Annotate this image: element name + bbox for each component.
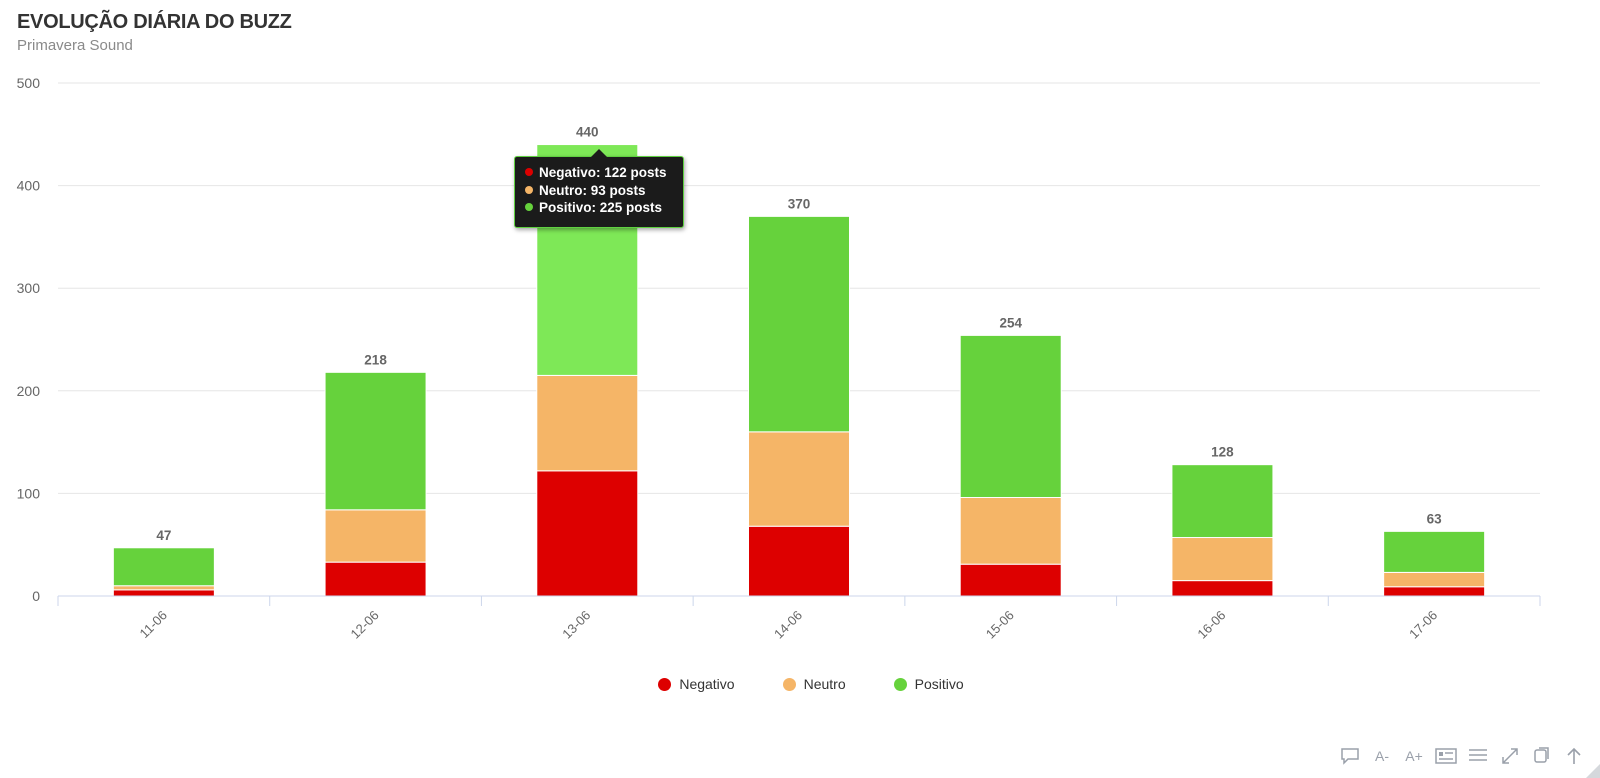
legend-item-negativo[interactable]: Negativo [636, 676, 735, 692]
total-data-label: 128 [1211, 445, 1234, 460]
tooltip-dot-icon [525, 168, 533, 176]
legend-item-positivo[interactable]: Positivo [872, 676, 964, 692]
tooltip-text: Positivo: 225 posts [539, 200, 663, 215]
legend-label: Negativo [679, 676, 735, 692]
bar-segment-positivo [1171, 464, 1274, 539]
bar-segment-neutro [748, 431, 850, 527]
chart-legend: Negativo Neutro Positivo [0, 676, 1600, 692]
tooltip-text: Neutro: 93 posts [539, 182, 646, 198]
y-tick-label: 300 [17, 280, 41, 296]
total-data-label: 254 [999, 315, 1022, 330]
bar-segment-negativo [959, 563, 1062, 597]
bar-segment-neutro [1383, 571, 1486, 588]
tooltip-text: Negativo: 122 posts [539, 165, 667, 180]
total-data-label: 440 [576, 125, 599, 140]
resize-corner[interactable] [1586, 764, 1600, 778]
legend-label: Neutro [803, 676, 846, 692]
y-tick-label: 400 [17, 178, 41, 194]
total-data-label: 370 [788, 196, 811, 211]
bar-segment-negativo [1383, 586, 1486, 597]
font-decrease-button[interactable]: A- [1370, 745, 1394, 767]
tooltip-dot-icon [525, 203, 533, 211]
legend-item-neutro[interactable]: Neutro [761, 676, 846, 692]
card-button[interactable] [1434, 745, 1458, 767]
total-data-label: 63 [1427, 511, 1443, 526]
x-tick-label: 15-06 [983, 608, 1017, 642]
chart-tooltip: Negativo: 122 posts Neutro: 93 posts Pos… [514, 149, 684, 228]
bar-segment-positivo [324, 371, 427, 511]
bar-segment-positivo [1383, 530, 1486, 573]
legend-dot-icon [782, 677, 796, 691]
legend-label: Positivo [914, 676, 964, 692]
bar-segment-negativo [748, 525, 850, 597]
font-increase-button[interactable]: A+ [1402, 745, 1426, 767]
y-tick-label: 0 [32, 588, 40, 604]
bar-segment-neutro [536, 374, 639, 472]
x-tick-label: 17-06 [1406, 608, 1440, 642]
x-tick-label: 13-06 [559, 608, 593, 642]
expand-icon [1502, 748, 1518, 764]
tooltip-row-neutro: Neutro: 93 posts [525, 182, 683, 200]
bar-segment-positivo [112, 547, 215, 587]
x-tick-label: 11-06 [137, 608, 170, 641]
comment-icon [1341, 748, 1359, 765]
legend-dot-icon [658, 677, 672, 691]
copy-icon [1534, 747, 1549, 763]
copy-button[interactable] [1530, 745, 1554, 767]
bar-segment-positivo [959, 334, 1062, 499]
data-labels: 47 218 440 370 254 128 63 [156, 125, 1442, 543]
x-tick-label: 12-06 [348, 608, 382, 642]
chart-subtitle: Primavera Sound [17, 37, 133, 54]
bar-segment-negativo [1171, 580, 1274, 597]
chart-title: EVOLUÇÃO DIÁRIA DO BUZZ [17, 11, 292, 33]
bar-segment-positivo [748, 215, 850, 433]
font-decrease-icon: A- [1375, 748, 1389, 764]
y-tick-label: 100 [17, 485, 41, 501]
chart-toolbar: A- A+ [1338, 745, 1586, 767]
tooltip-arrow [591, 149, 607, 157]
legend-dot-icon [893, 677, 907, 691]
tooltip-row-negativo: Negativo: 122 posts [525, 164, 683, 182]
y-tick-label: 500 [17, 75, 41, 91]
bar-segment-negativo [536, 470, 639, 597]
card-icon [1435, 748, 1457, 764]
comment-button[interactable] [1338, 745, 1362, 767]
bars [112, 144, 1486, 597]
x-tick-label: 14-06 [771, 608, 805, 642]
font-increase-icon: A+ [1405, 748, 1423, 764]
bar-segment-neutro [324, 509, 427, 563]
total-data-label: 218 [364, 352, 387, 367]
y-tick-label: 200 [17, 383, 41, 399]
tooltip-dot-icon [525, 185, 533, 194]
expand-button[interactable] [1498, 745, 1522, 767]
bar-segment-neutro [112, 585, 215, 591]
bar-segment-negativo [112, 589, 215, 597]
bar-segment-negativo [324, 561, 427, 597]
x-tick-label: 16-06 [1194, 608, 1228, 642]
list-icon [1469, 749, 1487, 761]
scroll-top-button[interactable] [1562, 745, 1586, 767]
list-button[interactable] [1466, 745, 1490, 767]
arrow-up-icon [1567, 747, 1581, 764]
tooltip-row-positivo: Positivo: 225 posts [525, 199, 683, 217]
bar-segment-neutro [1171, 537, 1274, 582]
total-data-label: 47 [156, 528, 171, 543]
bar-segment-neutro [959, 497, 1062, 565]
